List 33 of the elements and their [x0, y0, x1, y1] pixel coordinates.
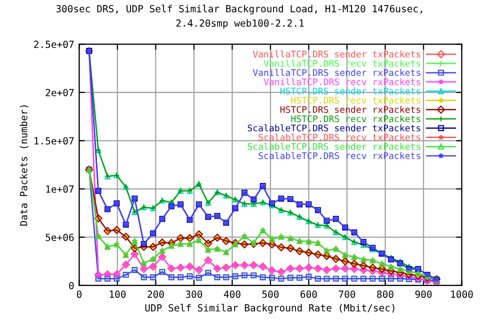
- y-tick-label: 2.5e+07: [34, 40, 74, 48]
- x-tick-label: 300: [186, 290, 202, 298]
- legend-label: HSTCP.DRS recv txPackets: [291, 96, 420, 104]
- legend-label: VanillaTCP.DRS sender rxPackets: [252, 68, 420, 76]
- legend-label: VanillaTCP.DRS sender txPackets: [252, 50, 420, 58]
- chart-title: 300sec DRS, UDP Self Similar Background Load, H1-M120 1476usec,: [56, 4, 422, 14]
- y-tick-label: 0: [69, 282, 74, 290]
- y-tick-label: 1.5e+07: [34, 137, 74, 145]
- x-tick-label: 800: [377, 290, 394, 298]
- legend-label: ScalableTCP.DRS sender rxPackets: [248, 142, 420, 150]
- x-axis-title: UDP Self Similar Background Rate (Mbit/sec): [145, 304, 394, 314]
- legend-label: ScalableTCP.DRS recv rxPackets: [258, 152, 420, 160]
- chart-subtitle: 2.4.20smp web100-2.2.1: [176, 19, 304, 29]
- x-tick-label: 900: [415, 290, 432, 298]
- x-tick-label: 200: [148, 290, 164, 298]
- x-tick-label: 1000: [451, 290, 473, 298]
- x-tick-label: 700: [338, 290, 356, 298]
- y-tick-label: 1e+07: [46, 185, 74, 193]
- legend-label: ScalableTCP.DRS recv txPackets: [258, 134, 420, 141]
- legend-label: VanillaTCP.DRS recv txPackets: [264, 60, 420, 67]
- y-tick-label: 2e+07: [46, 88, 74, 96]
- y-axis-title: Data Packets (number): [20, 105, 28, 226]
- legend-label: HSTCP.DRS recv rxPackets: [291, 115, 420, 122]
- legend-label: HSTCP.DRS sender rxPackets: [280, 106, 420, 113]
- x-tick-label: 0: [76, 290, 82, 298]
- legend-label: HSTCP.DRS sender txPackets: [280, 87, 420, 94]
- y-tick-label: 5e+06: [46, 234, 74, 242]
- legend-label: ScalableTCP.DRS sender txPackets: [248, 124, 420, 132]
- legend-label: VanillaTCP.DRS recv rxPackets: [264, 78, 420, 86]
- x-tick-label: 500: [262, 290, 279, 298]
- x-tick-label: 400: [224, 290, 240, 298]
- x-tick-label: 600: [300, 290, 317, 298]
- x-tick-label: 100: [110, 290, 126, 298]
